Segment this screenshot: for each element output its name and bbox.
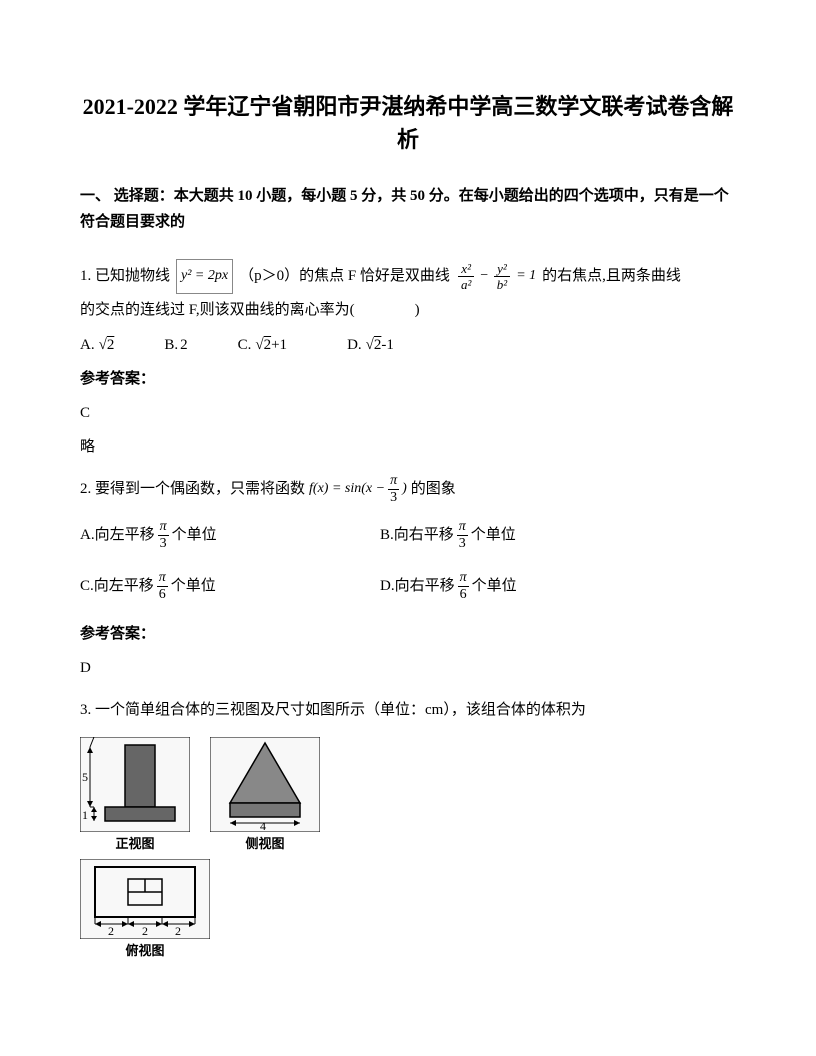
q2-opt-d-text: D.向右平移 [380, 574, 455, 598]
frac-x2a2: x²a² [458, 262, 474, 291]
q1-opt-d: D. √2 -1 [347, 333, 394, 357]
side-view-label: 侧视图 [245, 834, 284, 855]
exam-title: 2021-2022 学年辽宁省朝阳市尹湛纳希中学高三数学文联考试卷含解析 [80, 90, 736, 156]
q2-suffix: 的图象 [411, 473, 456, 506]
front-view-label: 正视图 [115, 834, 154, 855]
q2-answer-label: 参考答案： [80, 622, 736, 646]
q2-a-suffix: 个单位 [172, 523, 217, 547]
q1-line1: 1. 已知抛物线 y² = 2px （p＞0）的焦点 F 恰好是双曲线 x²a²… [80, 259, 736, 294]
q2-answer: D [80, 656, 736, 680]
q1-answer: C [80, 401, 736, 425]
q2-d-suffix: 个单位 [472, 574, 517, 598]
dim-2a: 2 [108, 924, 114, 938]
top-view-container: 2 2 2 俯视图 [80, 859, 210, 962]
q2-b-frac: π3 [457, 520, 468, 551]
opt-c-value: √2 [255, 333, 271, 357]
q2-opt-d: D.向右平移 π6 个单位 [380, 571, 680, 602]
question-3: 3. 一个简单组合体的三视图及尺寸如图所示（单位：cm），该组合体的体积为 5 [80, 694, 736, 962]
opt-d-suffix: -1 [381, 333, 394, 357]
section-heading: 一、 选择题：本大题共 10 小题，每小题 5 分，共 50 分。在每小题给出的… [80, 184, 736, 235]
question-2: 2. 要得到一个偶函数，只需将函数 f(x) = sin(x − π3 ) 的图… [80, 473, 736, 680]
q1-mid2: 的右焦点,且两条曲线 [542, 260, 681, 293]
q1-opt-b: B. 2 [164, 333, 187, 357]
q3-diagrams: 5 1 正视图 [80, 737, 736, 962]
q2-sin-formula: f(x) = sin(x − π3 ) [309, 474, 407, 505]
opt-a-label: A. [80, 333, 95, 357]
q1-hyperbola-formula: x²a² − y²b² = 1 [456, 261, 536, 292]
q2-opt-b-text: B.向右平移 [380, 523, 454, 547]
q2-c-suffix: 个单位 [171, 574, 216, 598]
q1-opt-c: C. √2 +1 [238, 333, 287, 357]
q2-opt-row-2: C.向左平移 π6 个单位 D.向右平移 π6 个单位 [80, 571, 736, 602]
dim-2c: 2 [175, 924, 181, 938]
q1-parabola-formula: y² = 2px [176, 259, 233, 294]
opt-b-label: B. [164, 333, 178, 357]
q1-answer-note: 略 [80, 435, 736, 459]
q1-answer-label: 参考答案： [80, 367, 736, 391]
q2-prefix: 2. 要得到一个偶函数，只需将函数 [80, 473, 305, 506]
opt-c-suffix: +1 [271, 333, 287, 357]
q1-opt-a: A. √2 [80, 333, 114, 357]
opt-c-label: C. [238, 333, 252, 357]
q2-opt-c-text: C.向左平移 [80, 574, 154, 598]
q3-diagram-row-1: 5 1 正视图 [80, 737, 736, 855]
q2-options: A.向左平移 π3 个单位 B.向右平移 π3 个单位 C.向左平移 π6 个单… [80, 520, 736, 602]
top-view-label: 俯视图 [125, 941, 164, 962]
q3-text: 3. 一个简单组合体的三视图及尺寸如图所示（单位：cm），该组合体的体积为 [80, 694, 736, 727]
q3-diagram-row-2: 2 2 2 俯视图 [80, 859, 736, 962]
q2-c-frac: π6 [157, 571, 168, 602]
side-view-container: 4 侧视图 [210, 737, 320, 855]
q2-d-frac: π6 [458, 571, 469, 602]
q1-prefix: 1. 已知抛物线 [80, 260, 170, 293]
side-view-svg: 4 [210, 737, 320, 832]
dim-1: 1 [82, 808, 88, 822]
q2-opt-a-text: A.向左平移 [80, 523, 155, 547]
q2-a-frac: π3 [158, 520, 169, 551]
front-view-svg: 5 1 [80, 737, 190, 832]
q2-b-suffix: 个单位 [471, 523, 516, 547]
front-view-container: 5 1 正视图 [80, 737, 190, 855]
dim-4: 4 [260, 819, 266, 832]
opt-d-value: √2 [366, 333, 382, 357]
opt-b-value: 2 [180, 333, 188, 357]
dim-2b: 2 [142, 924, 148, 938]
q2-opt-row-1: A.向左平移 π3 个单位 B.向右平移 π3 个单位 [80, 520, 736, 551]
q1-line2: 的交点的连线过 F,则该双曲线的离心率为( ) [80, 294, 736, 327]
opt-a-value: √2 [99, 333, 115, 357]
question-1: 1. 已知抛物线 y² = 2px （p＞0）的焦点 F 恰好是双曲线 x²a²… [80, 259, 736, 459]
frac-y2b2: y²b² [494, 262, 510, 291]
q2-opt-c: C.向左平移 π6 个单位 [80, 571, 380, 602]
opt-d-label: D. [347, 333, 362, 357]
q2-opt-a: A.向左平移 π3 个单位 [80, 520, 380, 551]
top-view-svg: 2 2 2 [80, 859, 210, 939]
q2-opt-b: B.向右平移 π3 个单位 [380, 520, 680, 551]
dim-5: 5 [82, 770, 88, 784]
q1-options: A. √2 B. 2 C. √2 +1 D. √2 -1 [80, 333, 736, 357]
q2-line1: 2. 要得到一个偶函数，只需将函数 f(x) = sin(x − π3 ) 的图… [80, 473, 736, 506]
q1-mid1: （p＞0）的焦点 F 恰好是双曲线 [239, 260, 450, 293]
